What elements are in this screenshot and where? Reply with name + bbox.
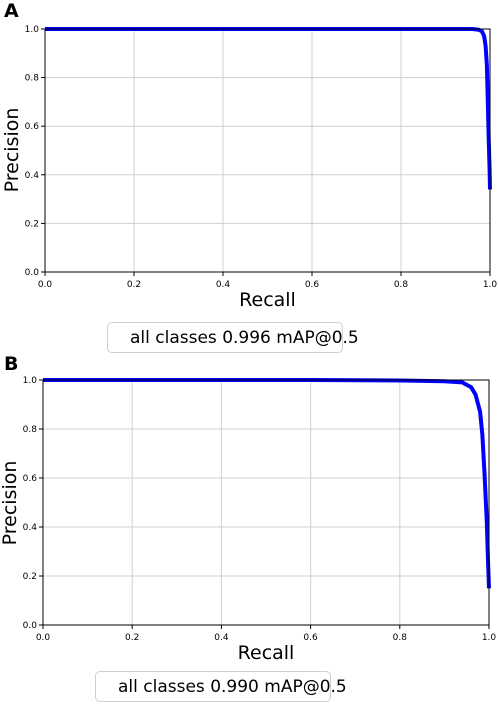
y-tick-label: 0.6 <box>23 474 38 484</box>
x-tick-label: 1.0 <box>482 633 497 643</box>
x-tick-label: 0.0 <box>36 633 51 643</box>
y-tick-label: 0.0 <box>23 621 38 631</box>
y-tick-label: 0.2 <box>23 572 37 582</box>
x-axis-label: Recall <box>238 642 295 664</box>
x-tick-label: 1.0 <box>483 280 498 290</box>
panel-letter: A <box>4 0 19 22</box>
y-tick-label: 0.4 <box>25 171 40 181</box>
panel-letter: B <box>4 353 19 375</box>
plot-frame <box>42 379 490 626</box>
x-tick-label: 0.8 <box>394 280 409 290</box>
y-tick-label: 0.4 <box>23 523 38 533</box>
legend-label: all classes 0.990 mAP@0.5 <box>118 676 347 697</box>
x-tick-label: 0.0 <box>38 280 53 290</box>
pr-curve-line <box>43 378 491 589</box>
plot-frame <box>44 28 491 273</box>
chart-legend: all classes 0.990 mAP@0.5 <box>95 671 347 702</box>
pr-curve-chart: 0.0 0.2 0.4 0.6 0.8 1.0 0.0 0.2 0.4 0.6 0.8 1.0 Reca… <box>0 376 497 664</box>
x-tick-label: 0.8 <box>393 633 408 643</box>
y-axis-label: Precision <box>0 461 21 546</box>
pr-curve-line <box>45 27 492 190</box>
chart-legend: all classes 0.996 mAP@0.5 <box>107 322 359 353</box>
x-axis-label: Recall <box>239 289 296 311</box>
y-tick-label: 0.0 <box>25 268 40 278</box>
y-tick-label: 0.8 <box>25 74 40 84</box>
pr-curve-chart: 0.0 0.2 0.4 0.6 0.8 1.0 0.0 0.2 0.4 0.6 0.8 1.0 Reca… <box>1 25 498 311</box>
y-tick-label: 0.2 <box>25 219 39 229</box>
y-tick-label: 1.0 <box>23 376 38 386</box>
legend-label: all classes 0.996 mAP@0.5 <box>130 327 359 348</box>
y-axis-label: Precision <box>1 108 23 193</box>
y-tick-label: 1.0 <box>25 25 40 35</box>
y-tick-label: 0.6 <box>25 122 40 132</box>
x-tick-label: 0.6 <box>305 280 320 290</box>
x-tick-label: 0.2 <box>125 633 139 643</box>
x-tick-label: 0.2 <box>127 280 141 290</box>
y-tick-label: 0.8 <box>23 425 38 435</box>
x-tick-label: 0.4 <box>216 280 231 290</box>
chart-panel-b: B 0.0 0.2 0.4 0.6 0.8 1.0 0.0 0.2 0.4 0.6 0.8 1.0 Re… <box>0 353 498 706</box>
x-tick-label: 0.6 <box>303 633 318 643</box>
x-tick-label: 0.4 <box>214 633 229 643</box>
chart-panel-a: A 0.0 0.2 0.4 0.6 0.8 1.0 0.0 0.2 0.4 0.6 0.8 1.0 Re… <box>0 0 498 353</box>
